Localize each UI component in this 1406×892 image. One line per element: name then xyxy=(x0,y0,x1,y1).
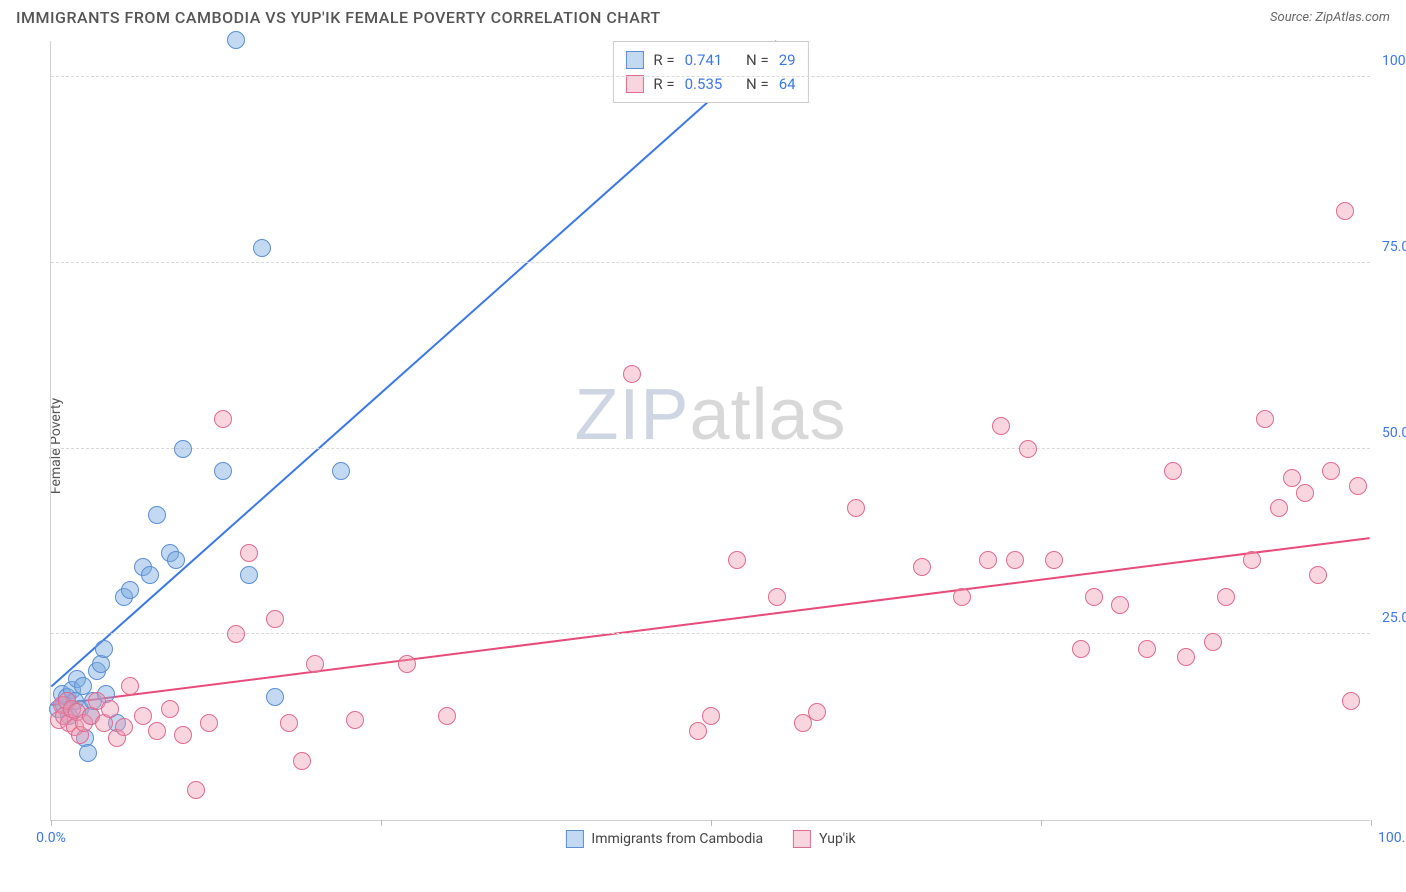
data-point-yupik xyxy=(227,625,245,643)
data-point-yupik xyxy=(808,703,826,721)
y-tick-label: 50.0% xyxy=(1374,425,1406,441)
data-point-yupik xyxy=(953,588,971,606)
data-point-cambodia xyxy=(79,744,97,762)
data-point-cambodia xyxy=(214,462,232,480)
data-point-yupik xyxy=(689,722,707,740)
legend-item-yupik: Yup'ik xyxy=(793,830,855,848)
x-tick xyxy=(1371,820,1372,826)
legend-row-cambodia: R = 0.741 N = 29 xyxy=(625,48,795,72)
data-point-yupik xyxy=(623,365,641,383)
data-point-yupik xyxy=(187,781,205,799)
data-point-yupik xyxy=(1019,440,1037,458)
data-point-yupik xyxy=(306,655,324,673)
data-point-yupik xyxy=(214,410,232,428)
data-point-yupik xyxy=(1309,566,1327,584)
data-point-yupik xyxy=(1283,469,1301,487)
data-point-yupik xyxy=(1111,596,1129,614)
data-point-yupik xyxy=(200,714,218,732)
legend-stats: R = 0.741 N = 29 R = 0.535 N = 64 xyxy=(612,41,808,103)
data-point-yupik xyxy=(1204,633,1222,651)
data-point-yupik xyxy=(1342,692,1360,710)
data-point-yupik xyxy=(101,700,119,718)
trend-line-yupik xyxy=(51,538,1369,705)
swatch-cambodia-icon xyxy=(565,830,583,848)
data-point-yupik xyxy=(346,711,364,729)
data-point-yupik xyxy=(1349,477,1367,495)
chart-title: IMMIGRANTS FROM CAMBODIA VS YUP'IK FEMAL… xyxy=(16,8,661,27)
data-point-cambodia xyxy=(141,566,159,584)
data-point-cambodia xyxy=(266,688,284,706)
data-point-yupik xyxy=(768,588,786,606)
legend-series: Immigrants from Cambodia Yup'ik xyxy=(565,830,855,848)
data-point-cambodia xyxy=(240,566,258,584)
data-point-cambodia xyxy=(174,440,192,458)
swatch-yupik xyxy=(625,75,643,93)
plot-region: ZIPatlas R = 0.741 N = 29 R = 0.535 N = … xyxy=(50,41,1370,821)
data-point-yupik xyxy=(115,718,133,736)
data-point-yupik xyxy=(702,707,720,725)
data-point-yupik xyxy=(1322,462,1340,480)
data-point-yupik xyxy=(293,752,311,770)
r-value-cambodia[interactable]: 0.741 xyxy=(685,48,723,72)
data-point-cambodia xyxy=(95,640,113,658)
chart-area: Female Poverty ZIPatlas R = 0.741 N = 29… xyxy=(0,31,1406,861)
data-point-yupik xyxy=(1217,588,1235,606)
data-point-cambodia xyxy=(148,506,166,524)
n-value-cambodia[interactable]: 29 xyxy=(779,48,796,72)
gridline xyxy=(51,633,1370,634)
gridline xyxy=(51,262,1370,263)
data-point-yupik xyxy=(1006,551,1024,569)
data-point-yupik xyxy=(979,551,997,569)
data-point-yupik xyxy=(1243,551,1261,569)
source-label: Source: ZipAtlas.com xyxy=(1270,10,1390,25)
data-point-yupik xyxy=(438,707,456,725)
data-point-yupik xyxy=(398,655,416,673)
data-point-yupik xyxy=(1177,648,1195,666)
data-point-cambodia xyxy=(227,31,245,49)
y-tick-label: 75.0% xyxy=(1374,239,1406,255)
x-tick xyxy=(711,820,712,826)
x-tick xyxy=(51,820,52,826)
data-point-cambodia xyxy=(253,239,271,257)
data-point-yupik xyxy=(913,558,931,576)
x-tick xyxy=(1041,820,1042,826)
data-point-yupik xyxy=(174,726,192,744)
gridline xyxy=(51,448,1370,449)
data-point-yupik xyxy=(134,707,152,725)
data-point-yupik xyxy=(1072,640,1090,658)
data-point-cambodia xyxy=(167,551,185,569)
data-point-yupik xyxy=(161,700,179,718)
swatch-cambodia xyxy=(625,51,643,69)
gridline xyxy=(51,76,1370,77)
data-point-yupik xyxy=(728,551,746,569)
data-point-cambodia xyxy=(121,581,139,599)
data-point-yupik xyxy=(1085,588,1103,606)
data-point-yupik xyxy=(1256,410,1274,428)
data-point-yupik xyxy=(847,499,865,517)
x-tick xyxy=(381,820,382,826)
trend-line-cambodia xyxy=(51,41,776,686)
data-point-yupik xyxy=(1336,202,1354,220)
data-point-cambodia xyxy=(332,462,350,480)
swatch-yupik-icon xyxy=(793,830,811,848)
data-point-yupik xyxy=(240,544,258,562)
data-point-yupik xyxy=(1045,551,1063,569)
data-point-yupik xyxy=(992,417,1010,435)
data-point-yupik xyxy=(148,722,166,740)
data-point-yupik xyxy=(1164,462,1182,480)
trend-lines xyxy=(51,41,1370,820)
data-point-yupik xyxy=(1138,640,1156,658)
data-point-yupik xyxy=(121,677,139,695)
data-point-yupik xyxy=(280,714,298,732)
legend-item-cambodia: Immigrants from Cambodia xyxy=(565,830,763,848)
y-tick-label: 25.0% xyxy=(1374,610,1406,626)
x-origin-label: 0.0% xyxy=(36,830,66,846)
data-point-yupik xyxy=(1296,484,1314,502)
data-point-yupik xyxy=(1270,499,1288,517)
y-tick-label: 100.0% xyxy=(1374,53,1406,69)
x-max-label: 100.0% xyxy=(1374,830,1406,846)
data-point-yupik xyxy=(266,610,284,628)
